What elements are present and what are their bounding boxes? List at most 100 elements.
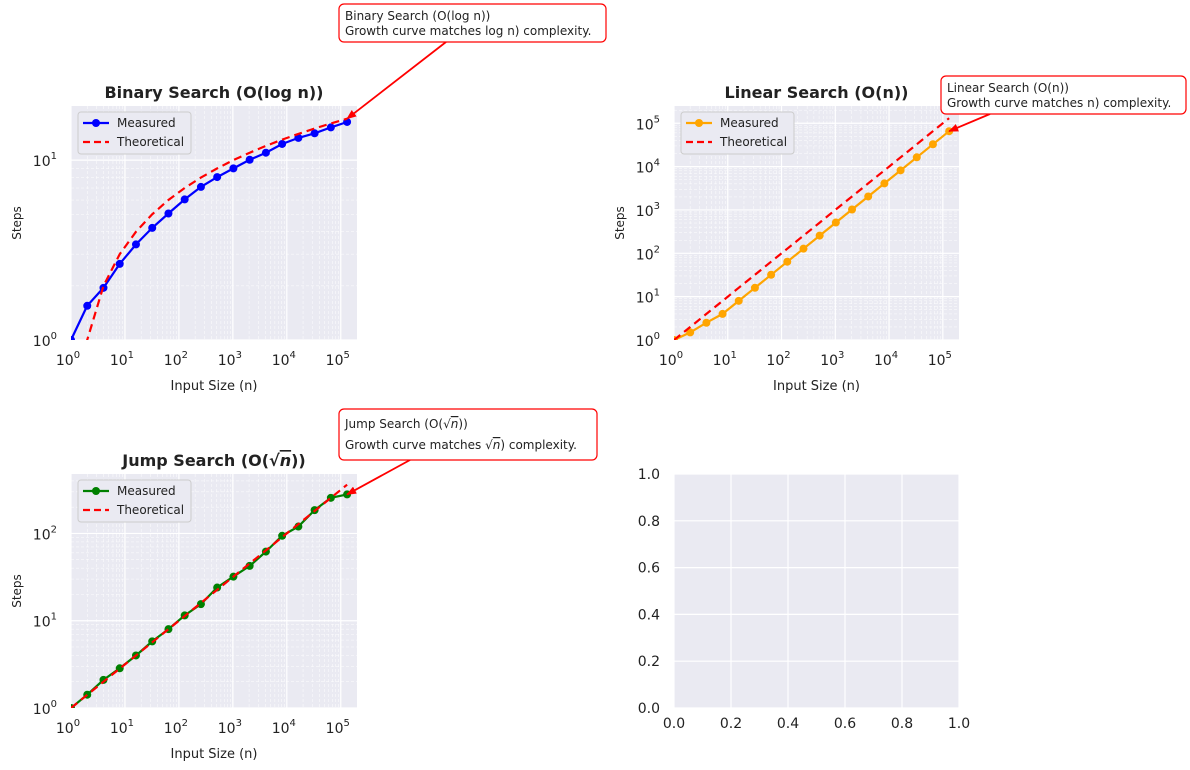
y-axis-label: Steps bbox=[10, 574, 24, 608]
y-tick-label: 102 bbox=[33, 524, 57, 543]
data-point bbox=[718, 309, 727, 318]
x-tick-base: 10 bbox=[164, 353, 182, 369]
y-tick-base: 10 bbox=[636, 334, 654, 350]
data-point bbox=[864, 192, 873, 201]
series-group bbox=[674, 117, 954, 340]
x-tick-label: 104 bbox=[874, 350, 898, 369]
y-tick-label: 101 bbox=[636, 288, 660, 307]
y-tick-label: 101 bbox=[33, 612, 57, 631]
x-tick-label: 0.2 bbox=[720, 716, 742, 732]
y-tick-exponent: 3 bbox=[654, 201, 660, 212]
data-point bbox=[229, 164, 238, 173]
data-point bbox=[294, 133, 303, 142]
data-point bbox=[702, 318, 711, 327]
y-tick-label: 100 bbox=[636, 331, 660, 350]
data-point bbox=[71, 336, 75, 340]
legend: Measured Theoretical bbox=[77, 479, 192, 523]
x-tick-exponent: 2 bbox=[182, 350, 188, 361]
y-tick-label: 104 bbox=[636, 158, 660, 177]
x-tick-label: 105 bbox=[326, 350, 350, 369]
legend-marker bbox=[92, 119, 100, 127]
x-tick-label: 102 bbox=[164, 350, 188, 369]
data-point bbox=[164, 209, 173, 218]
y-tick-label: 101 bbox=[33, 151, 57, 170]
y-tick-label: 1.0 bbox=[638, 467, 660, 483]
chart-title-root-sign: √ bbox=[269, 451, 280, 470]
x-tick-base: 10 bbox=[110, 353, 128, 369]
x-tick-label: 101 bbox=[110, 350, 134, 369]
y-tick-exponent: 1 bbox=[654, 288, 660, 299]
data-point bbox=[848, 205, 857, 214]
x-tick-label: 100 bbox=[56, 350, 80, 369]
series-line-theoretical bbox=[86, 117, 348, 340]
x-tick-exponent: 2 bbox=[784, 350, 790, 361]
data-point bbox=[196, 182, 205, 191]
y-tick-exponent: 1 bbox=[51, 151, 57, 162]
data-point bbox=[326, 123, 335, 132]
data-point bbox=[767, 270, 776, 279]
annotation-radicand: n bbox=[451, 417, 459, 431]
x-tick-exponent: 5 bbox=[946, 350, 952, 361]
data-point bbox=[180, 195, 189, 204]
x-tick-exponent: 0 bbox=[74, 350, 80, 361]
y-tick-label: 100 bbox=[33, 699, 57, 718]
x-axis-label: Input Size (n) bbox=[171, 379, 258, 394]
legend-label: Theoretical bbox=[116, 503, 184, 517]
legend-label: Measured bbox=[117, 484, 176, 498]
x-tick-exponent: 4 bbox=[892, 350, 898, 361]
chart-panel-4: 0.0 0.2 0.4 0.6 0.8 1.0 0.0 0.2 0.4 0.6 0.8 1.0 bbox=[638, 467, 970, 732]
x-tick-base: 10 bbox=[218, 721, 236, 737]
annotation-arrow bbox=[948, 113, 991, 133]
x-tick-label: 103 bbox=[218, 718, 242, 737]
x-tick-label: 1.0 bbox=[948, 716, 970, 732]
x-tick-label: 105 bbox=[928, 350, 952, 369]
x-tick-base: 10 bbox=[56, 721, 74, 737]
x-tick-exponent: 3 bbox=[236, 718, 242, 729]
data-point bbox=[880, 179, 889, 188]
x-tick-label: 101 bbox=[110, 718, 134, 737]
annotation-line-2: Growth curve matches log n) complexity. bbox=[345, 24, 591, 38]
y-tick-label: 105 bbox=[636, 114, 660, 133]
annotation: Jump Search (O(√n))Growth curve matches … bbox=[338, 408, 598, 496]
x-tick-base: 10 bbox=[218, 353, 236, 369]
x-tick-exponent: 1 bbox=[128, 718, 134, 729]
y-tick-exponent: 2 bbox=[51, 524, 57, 535]
y-tick-exponent: 2 bbox=[654, 244, 660, 255]
data-point bbox=[912, 153, 921, 162]
chart-title: Linear Search (O(n)) bbox=[725, 83, 909, 102]
y-tick-exponent: 0 bbox=[654, 331, 660, 342]
x-tick-label: 102 bbox=[164, 718, 188, 737]
x-tick-label: 102 bbox=[766, 350, 790, 369]
x-tick-exponent: 0 bbox=[677, 350, 683, 361]
chart-title-radicand: n bbox=[280, 451, 291, 470]
y-tick-base: 10 bbox=[636, 291, 654, 307]
x-tick-label: 103 bbox=[218, 350, 242, 369]
x-tick-label: 0.4 bbox=[777, 716, 799, 732]
series-line-theoretical bbox=[71, 483, 348, 708]
y-tick-label: 0.0 bbox=[638, 701, 660, 717]
x-axis-label: Input Size (n) bbox=[773, 379, 860, 394]
data-point bbox=[734, 296, 743, 305]
x-tick-exponent: 0 bbox=[74, 718, 80, 729]
y-tick-base: 10 bbox=[636, 247, 654, 263]
annotation-box bbox=[338, 3, 607, 43]
x-tick-label: 105 bbox=[326, 718, 350, 737]
y-tick-label: 0.2 bbox=[638, 654, 660, 670]
y-tick-exponent: 1 bbox=[51, 612, 57, 623]
data-point bbox=[686, 328, 695, 337]
y-tick-base: 10 bbox=[636, 204, 654, 220]
legend-marker bbox=[695, 119, 703, 127]
y-tick-exponent: 0 bbox=[51, 331, 57, 342]
x-tick-base: 10 bbox=[326, 353, 344, 369]
x-tick-base: 10 bbox=[272, 353, 290, 369]
x-tick-label: 101 bbox=[713, 350, 737, 369]
y-axis-label: Steps bbox=[10, 206, 24, 240]
x-tick-base: 10 bbox=[766, 353, 784, 369]
x-tick-base: 10 bbox=[326, 721, 344, 737]
y-tick-exponent: 5 bbox=[654, 114, 660, 125]
legend: Measured Theoretical bbox=[77, 111, 192, 155]
y-tick-label: 100 bbox=[33, 331, 57, 350]
data-point bbox=[115, 259, 124, 268]
data-point bbox=[245, 155, 254, 164]
